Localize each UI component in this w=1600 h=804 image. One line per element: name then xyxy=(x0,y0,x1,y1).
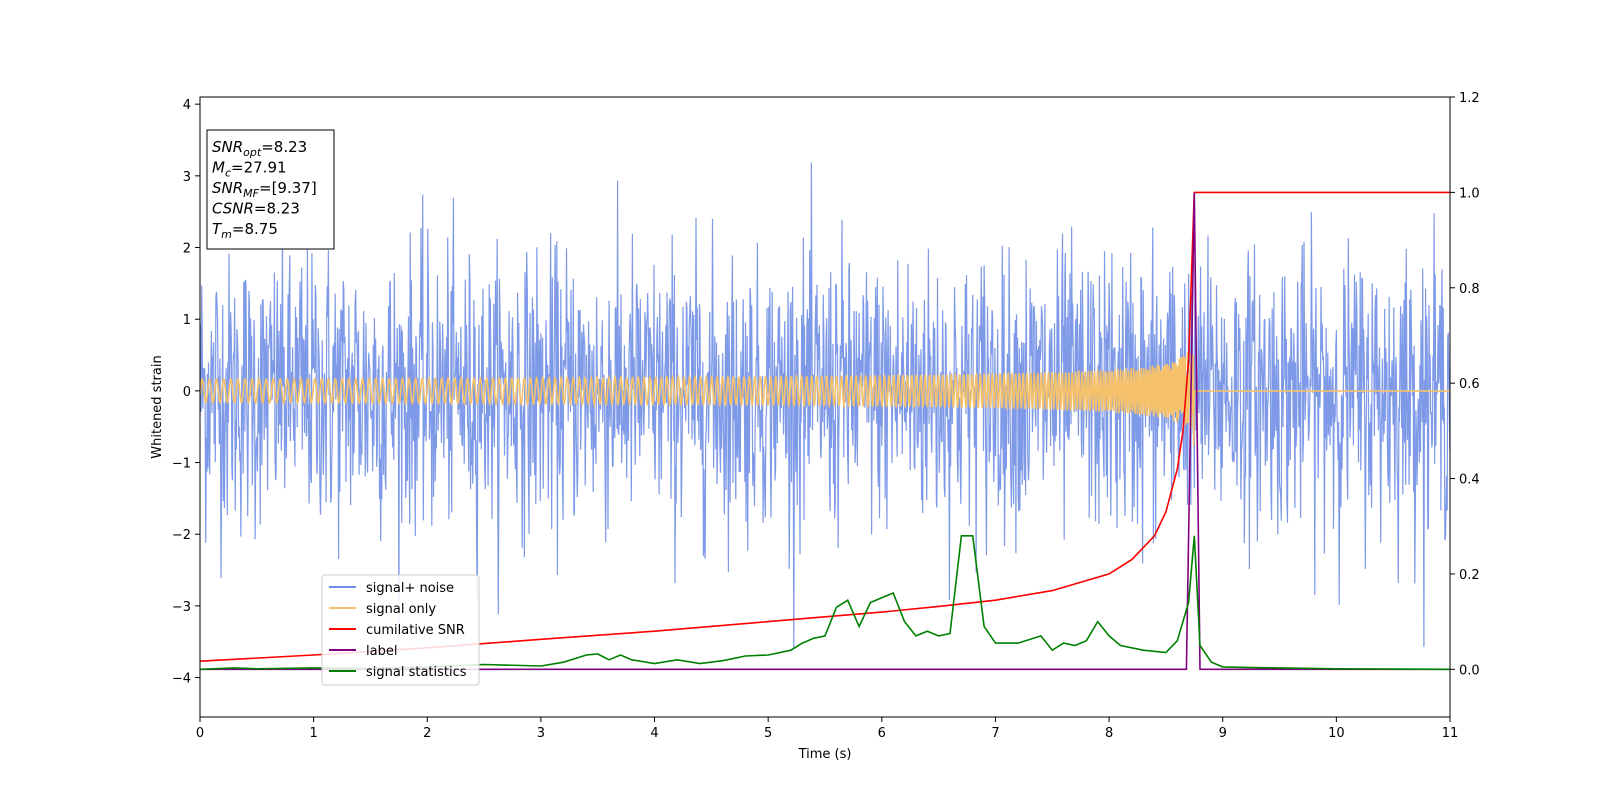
x-tick-label: 0 xyxy=(196,726,204,741)
legend-entry: label xyxy=(366,644,397,659)
x-tick-label: 4 xyxy=(650,726,658,741)
annotation-line: SNRMF=[9.37] xyxy=(212,179,317,200)
legend-entry: signal only xyxy=(366,602,436,617)
plot-frame xyxy=(199,96,1451,718)
annotation-box: SNRopt=8.23Mc=27.91SNRMF=[9.37]CSNR=8.23… xyxy=(206,129,335,250)
y-left-tick-label: 0 xyxy=(183,385,191,400)
axes-layer: 0 1 2 3 4 5 6 7 8 9 10 11 −4 −3 −2 −1 0 1 2 3 4 0.0 0.2 0.4 0.6 0… xyxy=(172,91,1480,741)
x-tick-label: 8 xyxy=(1105,726,1113,741)
x-tick-label: 5 xyxy=(764,726,772,741)
y-right-tick-label: 0.4 xyxy=(1459,473,1480,488)
series-line-2 xyxy=(200,191,1450,662)
x-tick-label: 11 xyxy=(1442,726,1459,741)
legend-frame xyxy=(321,574,480,686)
legend-entry: cumilative SNR xyxy=(366,623,465,638)
series-line-0 xyxy=(200,162,1450,649)
x-tick-label: 10 xyxy=(1328,726,1345,741)
x-tick-label: 3 xyxy=(537,726,545,741)
x-axis-label: Time (s) xyxy=(798,747,852,762)
series-layer xyxy=(200,162,1450,671)
y-left-tick-label: −3 xyxy=(172,600,191,615)
y-left-tick-label: 3 xyxy=(183,170,191,185)
y-right-tick-label: 0.6 xyxy=(1459,377,1480,392)
legend: signal+ noise signal only cumilative SNR la… xyxy=(321,574,480,686)
annotation-line: Tm=8.75 xyxy=(212,220,278,241)
legend-entry: signal+ noise xyxy=(366,581,454,596)
annotation-line: SNRopt=8.23 xyxy=(212,138,307,159)
y-left-tick-label: 4 xyxy=(183,98,191,113)
y-left-tick-label: −4 xyxy=(172,672,191,687)
series-line-4 xyxy=(200,535,1450,671)
series-line-3 xyxy=(200,192,1450,671)
x-tick-label: 9 xyxy=(1219,726,1227,741)
y-right-tick-label: 0.2 xyxy=(1459,568,1480,583)
legend-entry: signal statistics xyxy=(366,665,467,680)
y-axis-label: Whitened strain xyxy=(150,355,165,458)
y-right-tick-label: 1.2 xyxy=(1459,91,1480,106)
y-left-tick-label: 1 xyxy=(183,313,191,328)
annotation-line: Mc=27.91 xyxy=(212,159,287,180)
x-tick-label: 6 xyxy=(878,726,886,741)
annotation-line: CSNR=8.23 xyxy=(212,200,300,218)
x-tick-label: 1 xyxy=(309,726,317,741)
y-left-tick-label: −2 xyxy=(172,528,191,543)
x-tick-label: 2 xyxy=(423,726,431,741)
y-right-tick-label: 1.0 xyxy=(1459,186,1480,201)
y-right-tick-label: 0.8 xyxy=(1459,282,1480,297)
series-line-1 xyxy=(200,351,1450,446)
annotation-frame xyxy=(206,129,335,250)
y-left-tick-label: 2 xyxy=(183,242,191,257)
y-left-tick-label: −1 xyxy=(172,457,191,472)
y-right-tick-label: 0.0 xyxy=(1459,663,1480,678)
x-tick-label: 7 xyxy=(991,726,999,741)
